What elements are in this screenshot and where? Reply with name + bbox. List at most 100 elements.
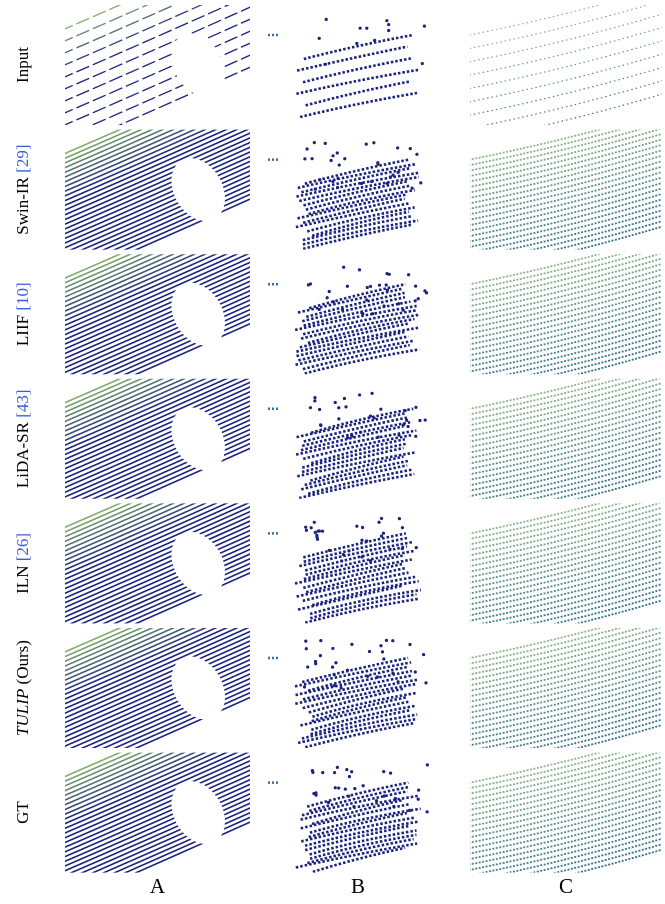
scan-dot: [424, 418, 427, 421]
scan-dot: [334, 401, 337, 404]
scan-dot: [338, 163, 341, 166]
scan-dot: [313, 399, 316, 402]
row-label-name: Swin-IR: [13, 176, 32, 234]
scan-dot: [319, 654, 322, 657]
scan-dot: [321, 530, 324, 533]
row-label: Swin-IR [29]: [13, 144, 32, 234]
scan-dot: [358, 268, 361, 271]
scan-line: [60, 366, 255, 452]
scan-line: [60, 0, 255, 67]
scan-line: [60, 744, 255, 830]
scan-line: [60, 749, 255, 835]
scan-dot: [365, 27, 368, 30]
scan-dot: [344, 405, 347, 408]
scan-dot: [353, 787, 356, 790]
scan-dot: [333, 673, 336, 676]
scan-dot: [370, 392, 373, 395]
scan-line: [60, 246, 255, 332]
scan-line: [60, 29, 255, 115]
scan-line: [60, 357, 255, 443]
scan-dot: [311, 769, 314, 772]
scan-dot: [346, 436, 349, 439]
scan-dots: [311, 409, 413, 433]
scan-dot: [398, 517, 401, 520]
scan-line: [60, 103, 255, 189]
scan-dot: [411, 186, 414, 189]
scan-dot: [310, 157, 313, 160]
scan-dot: [345, 768, 348, 771]
row-label: LIIF [10]: [13, 282, 32, 346]
scan-dot: [314, 531, 317, 534]
scan-dot: [318, 37, 321, 40]
scan-dot: [414, 670, 417, 673]
point-cloud-panel: [268, 639, 428, 747]
scan-dot: [402, 423, 405, 426]
scan-line: [60, 17, 255, 103]
scan-dot: [368, 650, 371, 653]
scan-dot: [382, 304, 385, 307]
scan-dot: [376, 163, 379, 166]
scan-dot: [385, 283, 388, 286]
scan-dot: [365, 539, 368, 542]
scan-dot: [409, 147, 412, 150]
scan-dots: [310, 835, 416, 859]
scan-dot: [396, 680, 399, 683]
point-cloud-panel: [465, 235, 665, 400]
scan-dot: [359, 431, 362, 434]
point-cloud-panel: [268, 18, 426, 117]
scan-dot: [418, 419, 421, 422]
scan-dot: [387, 23, 390, 26]
scan-dot: [327, 801, 330, 804]
scan-dot: [417, 297, 420, 300]
scan-dot: [391, 639, 394, 642]
scan-dot: [382, 770, 385, 773]
scan-dot: [379, 644, 382, 647]
scan-dot: [380, 517, 383, 520]
scan-dots: [465, 26, 665, 76]
scan-line: [60, 237, 255, 323]
citation: [43]: [13, 389, 32, 417]
point-cloud-panel: [60, 0, 255, 151]
scan-dot: [360, 182, 363, 185]
scan-dot: [305, 647, 308, 650]
scan-dot: [331, 666, 334, 669]
scan-line: [60, 500, 255, 586]
scan-dot: [385, 639, 388, 642]
scan-dot: [382, 532, 385, 535]
row-label: GT: [13, 801, 32, 824]
scan-dot: [330, 159, 333, 162]
point-cloud-panel: [465, 609, 665, 774]
row-label-note: (Ours): [13, 640, 32, 684]
scan-line: [60, 251, 255, 337]
scan-dot: [389, 771, 392, 774]
scan-line: [60, 112, 255, 198]
scan-dot: [325, 18, 328, 21]
scan-dot: [319, 639, 322, 642]
scan-dot: [377, 521, 380, 524]
scan-line: [60, 730, 255, 816]
scan-line: [60, 486, 255, 572]
scan-dots: [300, 93, 417, 117]
citation: [10]: [13, 282, 32, 310]
scan-dot: [426, 763, 429, 766]
scan-dot: [324, 63, 327, 66]
scan-dot: [369, 415, 372, 418]
point-cloud-panel: [268, 763, 429, 872]
scan-dot: [423, 24, 426, 27]
scan-dot: [385, 19, 388, 22]
scan-dot: [331, 154, 334, 157]
scan-dot: [346, 669, 349, 672]
scan-dot: [318, 178, 321, 181]
scan-dots: [297, 47, 407, 71]
scan-dots: [465, 13, 665, 63]
scan-line: [60, 361, 255, 447]
scan-dot: [362, 784, 365, 787]
scan-line: [60, 615, 255, 701]
scan-dot: [377, 436, 380, 439]
scan-dot: [417, 788, 420, 791]
row-label-name: GT: [13, 801, 32, 824]
scan-dot: [391, 173, 394, 176]
scan-dot: [392, 805, 395, 808]
scan-dot: [372, 141, 375, 144]
scan-dots: [465, 79, 665, 129]
